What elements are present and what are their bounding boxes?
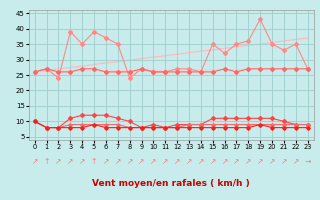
Text: ↗: ↗ [257, 157, 263, 166]
Text: →: → [304, 157, 311, 166]
Text: ↗: ↗ [138, 157, 145, 166]
Text: ↗: ↗ [186, 157, 192, 166]
Text: ↗: ↗ [245, 157, 252, 166]
Text: ↗: ↗ [32, 157, 38, 166]
Text: ↗: ↗ [162, 157, 168, 166]
Text: ↗: ↗ [210, 157, 216, 166]
Text: ↗: ↗ [115, 157, 121, 166]
Text: ↗: ↗ [55, 157, 62, 166]
Text: ↗: ↗ [233, 157, 240, 166]
Text: ↗: ↗ [269, 157, 275, 166]
Text: ↑: ↑ [44, 157, 50, 166]
Text: ↗: ↗ [292, 157, 299, 166]
Text: Vent moyen/en rafales ( km/h ): Vent moyen/en rafales ( km/h ) [92, 179, 250, 188]
Text: ↗: ↗ [79, 157, 85, 166]
Text: ↑: ↑ [91, 157, 97, 166]
Text: ↗: ↗ [126, 157, 133, 166]
Text: ↗: ↗ [150, 157, 156, 166]
Text: ↗: ↗ [221, 157, 228, 166]
Text: ↗: ↗ [67, 157, 74, 166]
Text: ↗: ↗ [103, 157, 109, 166]
Text: ↗: ↗ [174, 157, 180, 166]
Text: ↗: ↗ [281, 157, 287, 166]
Text: ↗: ↗ [198, 157, 204, 166]
